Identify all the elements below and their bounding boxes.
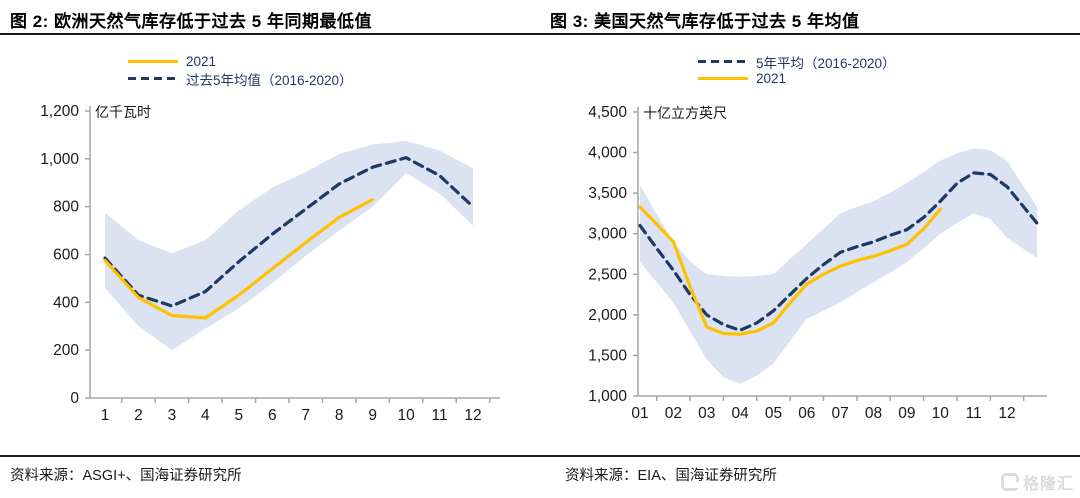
legend-label: 5年平均（2016-2020） xyxy=(756,55,896,71)
x-tick-label: 2 xyxy=(134,407,143,424)
x-tick-label: 5 xyxy=(235,407,244,424)
chart-panel-us: 5年平均（2016-2020） 2021 1,000 1,500 2,000 2,500… xyxy=(540,35,1080,455)
axis-unit-label: 亿千瓦时 xyxy=(95,104,151,120)
y-tick-label: 800 xyxy=(53,199,79,216)
x-tick-label: 09 xyxy=(898,405,915,422)
x-tick-label: 6 xyxy=(268,407,277,424)
legend-label: 2021 xyxy=(756,71,787,86)
five-year-range-band xyxy=(105,140,473,351)
five-year-average-line xyxy=(103,156,475,308)
x-tick-label: 01 xyxy=(631,405,648,422)
legend-label: 2021 xyxy=(186,54,217,69)
watermark: 格隆汇 xyxy=(1000,470,1074,494)
x-tick-label: 7 xyxy=(301,407,310,424)
x-tick-label: 12 xyxy=(464,407,481,424)
y-tick-label: 4,500 xyxy=(588,104,627,121)
dashed-line-swatch xyxy=(128,77,178,80)
y-tick-label: 4,000 xyxy=(588,145,627,162)
legend-item: 过去5年均值（2016-2020） xyxy=(128,70,353,88)
y-tick-label: 600 xyxy=(53,247,79,264)
legend-europe: 2021 过去5年均值（2016-2020） xyxy=(128,53,353,88)
solid-line-swatch xyxy=(128,60,178,63)
x-tick-label: 3 xyxy=(168,407,177,424)
y-tick-label: 200 xyxy=(53,342,79,359)
y-tick-label: 0 xyxy=(70,390,79,407)
x-tick-label: 02 xyxy=(665,405,682,422)
legend-us: 5年平均（2016-2020） 2021 xyxy=(698,53,896,87)
x-tick-label: 4 xyxy=(201,407,210,424)
x-tick-label: 08 xyxy=(865,405,882,422)
x-tick-label: 1 xyxy=(101,407,110,424)
five-year-average-line xyxy=(638,171,1039,332)
legend-label: 过去5年均值（2016-2020） xyxy=(186,72,353,88)
y-tick-label: 3,000 xyxy=(588,226,627,243)
y-tick-label: 2,500 xyxy=(588,266,627,283)
chart-title-us: 图 3: 美国天然气库存低于过去 5 年均值 xyxy=(550,12,860,31)
watermark-text: 格隆汇 xyxy=(1022,476,1074,493)
legend-item: 2021 xyxy=(698,70,896,87)
chart-panel-europe: 2021 过去5年均值（2016-2020） 0 200 400 600 800 1,000… xyxy=(0,35,540,455)
x-tick-label: 07 xyxy=(832,405,849,422)
y-tick-label: 1,500 xyxy=(588,347,627,364)
y-tick-label: 2,000 xyxy=(588,307,627,324)
x-tick-label: 11 xyxy=(966,405,982,422)
x-tick-label: 11 xyxy=(431,407,447,424)
x-tick-label: 9 xyxy=(368,407,377,424)
x-tick-label: 05 xyxy=(765,405,782,422)
x-tick-label: 10 xyxy=(397,407,415,424)
y-tick-label: 1,000 xyxy=(588,388,627,405)
y-tick-label: 1,200 xyxy=(40,103,79,120)
gelonghui-logo-icon xyxy=(1000,473,1019,491)
source-note-europe: 资料来源：ASGI+、国海证券研究所 xyxy=(10,468,242,484)
footer-divider-line xyxy=(0,455,1080,457)
source-note-us: 资料来源：EIA、国海证券研究所 xyxy=(565,468,777,484)
x-tick-label: 10 xyxy=(932,405,950,422)
x-tick-label: 04 xyxy=(731,405,749,422)
y-tick-label: 1,000 xyxy=(40,151,79,168)
legend-item: 5年平均（2016-2020） xyxy=(698,53,896,71)
title-divider-line xyxy=(0,33,1080,35)
y-tick-label: 3,500 xyxy=(588,185,627,202)
x-tick-label: 12 xyxy=(998,405,1015,422)
axis-unit-label: 十亿立方英尺 xyxy=(643,105,727,121)
solid-line-swatch xyxy=(698,77,748,80)
legend-item: 2021 xyxy=(128,53,353,70)
chart-title-europe: 图 2: 欧洲天然气库存低于过去 5 年同期最低值 xyxy=(10,12,372,31)
year-2021-line xyxy=(103,197,375,320)
year-2021-line xyxy=(638,205,942,336)
line-chart-us: 1,000 1,500 2,000 2,500 3,000 3,500 4,000 4,500… xyxy=(588,104,1047,422)
x-tick-label: 8 xyxy=(335,407,344,424)
x-tick-label: 06 xyxy=(798,405,815,422)
y-tick-label: 400 xyxy=(53,294,79,311)
x-tick-label: 03 xyxy=(698,405,715,422)
dashed-line-swatch xyxy=(698,60,748,63)
